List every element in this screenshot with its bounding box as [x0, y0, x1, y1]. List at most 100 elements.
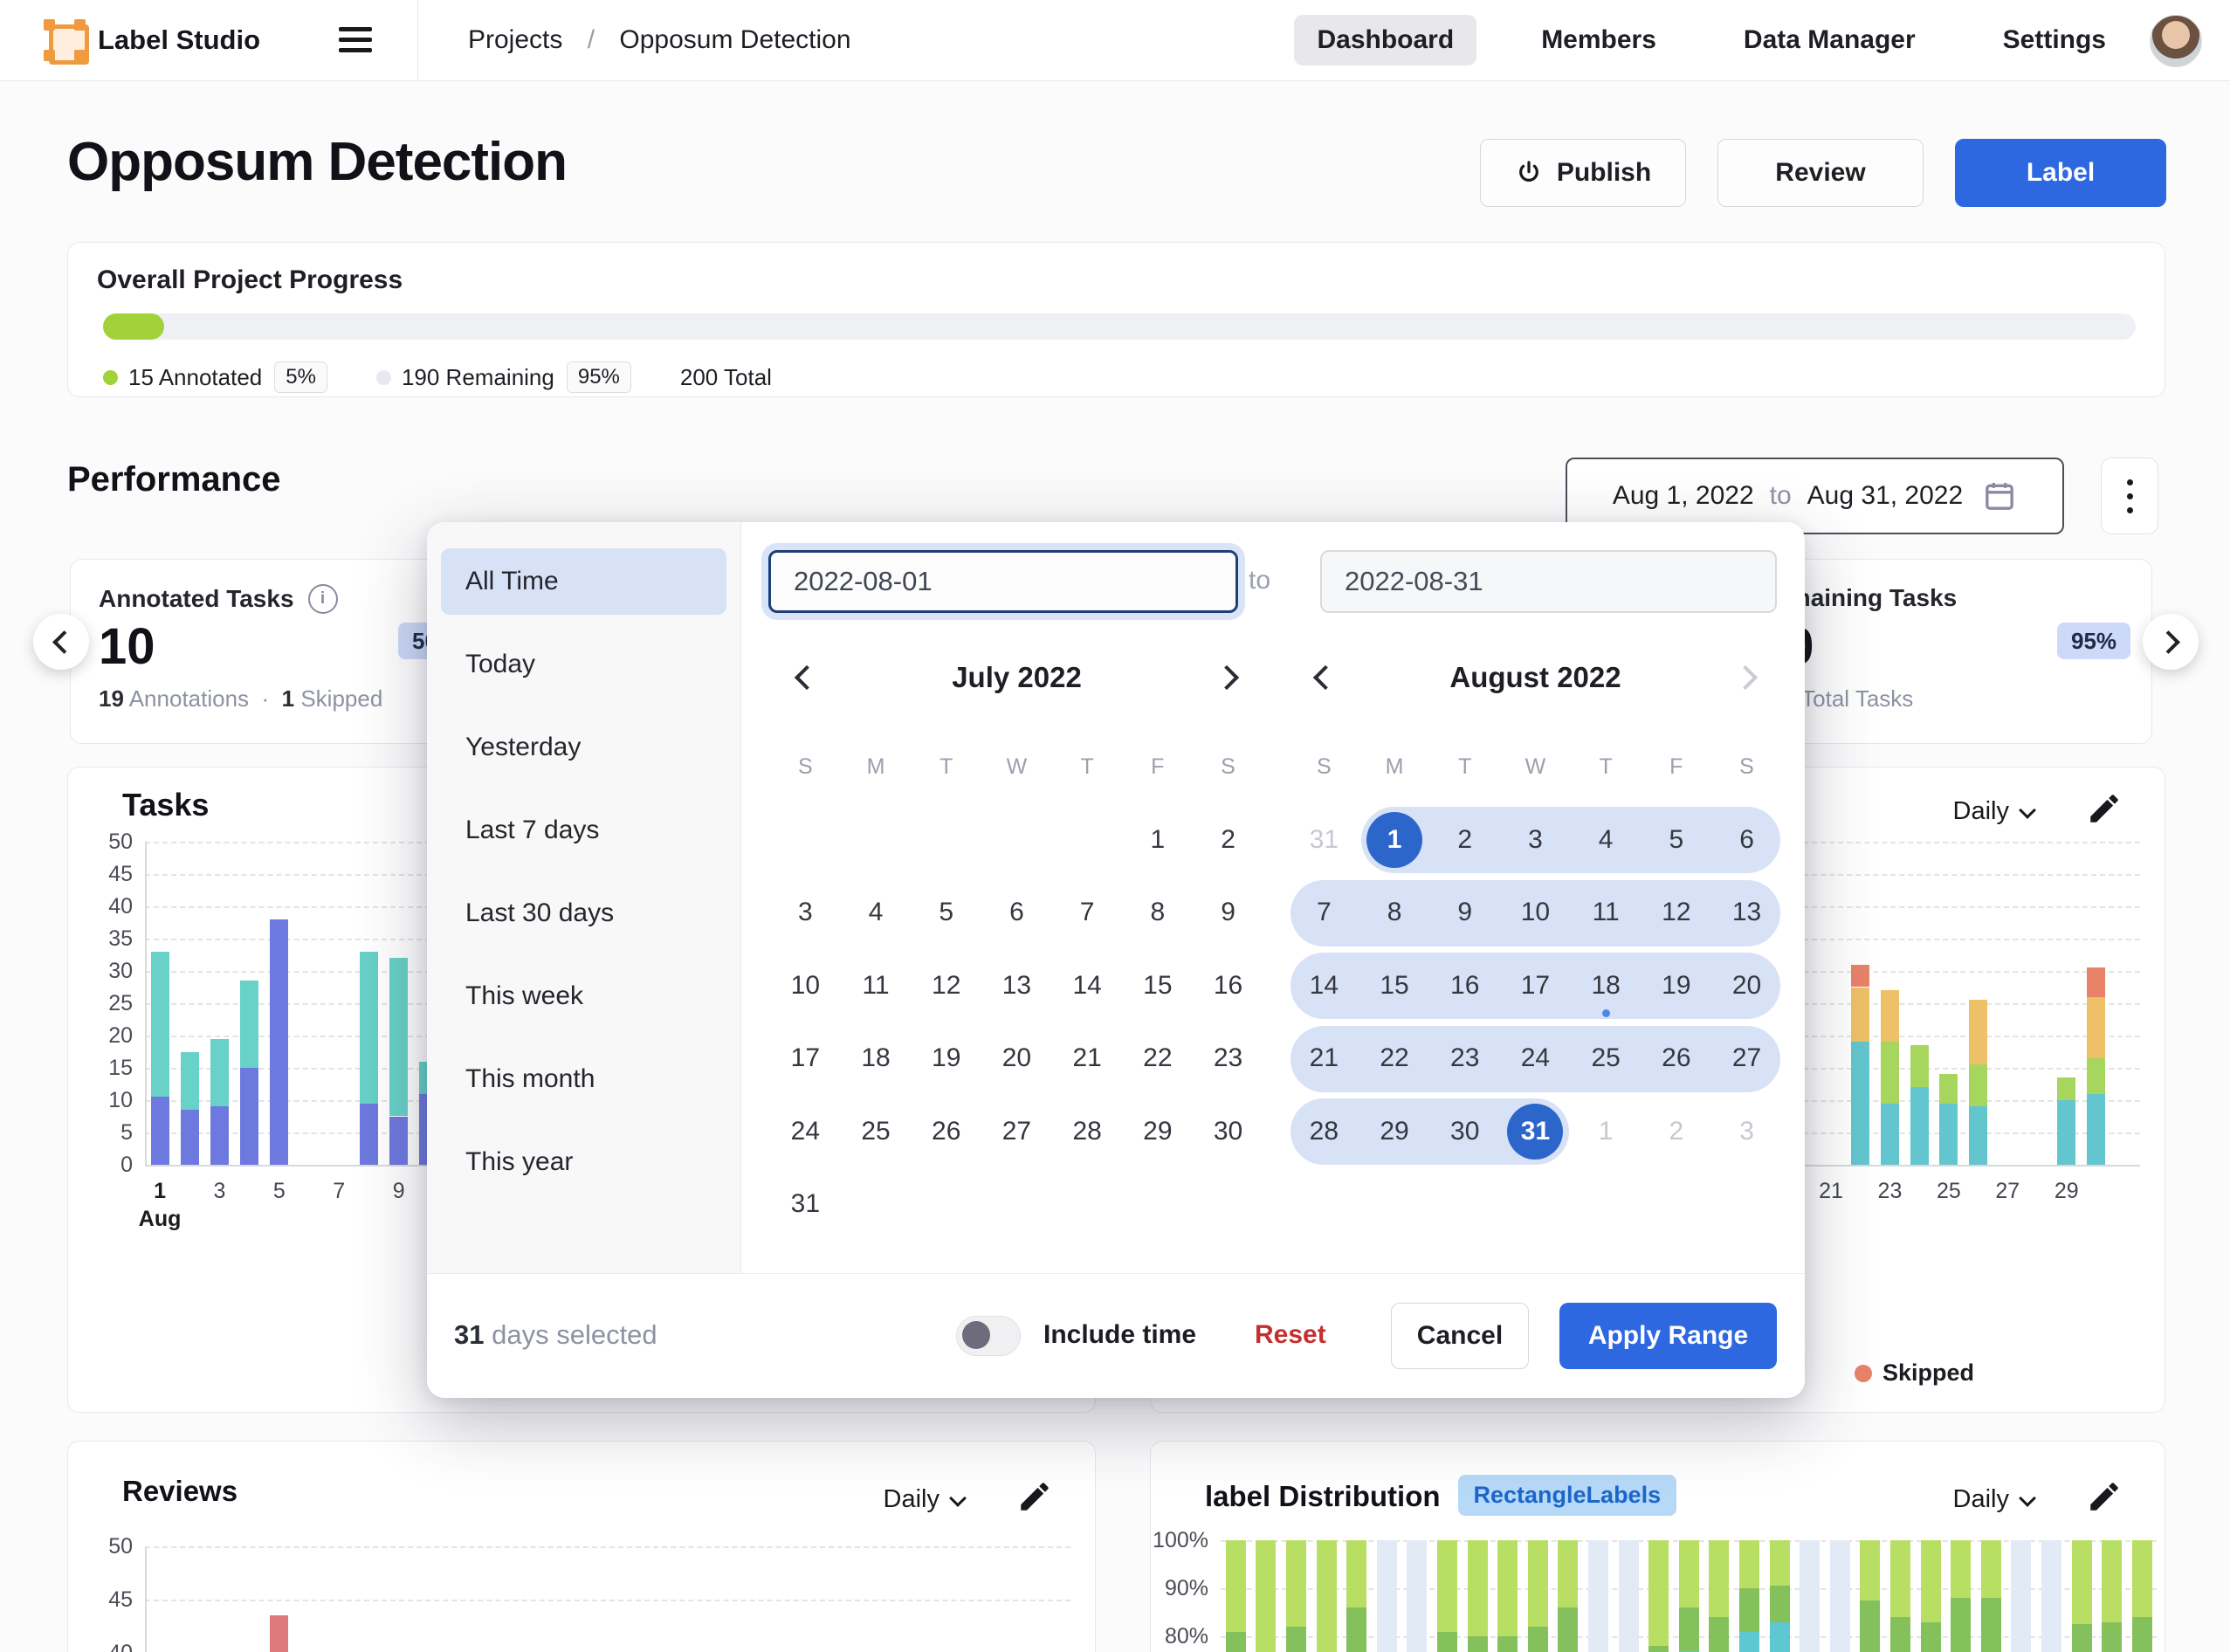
- next-month-button[interactable]: [1218, 669, 1241, 686]
- calendar-day[interactable]: 19: [911, 1022, 981, 1096]
- reset-button[interactable]: Reset: [1255, 1320, 1326, 1350]
- calendar-day[interactable]: 16: [1429, 949, 1500, 1022]
- calendar-day[interactable]: 11: [841, 949, 912, 1022]
- preset-last-7-days[interactable]: Last 7 days: [441, 797, 726, 864]
- nav-item-members[interactable]: Members: [1518, 15, 1679, 65]
- calendar-day[interactable]: 1: [1123, 803, 1194, 877]
- calendar-day[interactable]: 12: [911, 949, 981, 1022]
- calendar-day[interactable]: 28: [1289, 1095, 1359, 1168]
- calendar-day[interactable]: 26: [1642, 1022, 1712, 1096]
- calendar-day[interactable]: 6: [981, 877, 1052, 950]
- calendar-day[interactable]: 1: [1359, 803, 1430, 877]
- calendar-day[interactable]: 28: [1052, 1095, 1123, 1168]
- calendar-day[interactable]: 27: [1711, 1022, 1782, 1096]
- calendar-day[interactable]: 9: [1429, 877, 1500, 950]
- cancel-button[interactable]: Cancel: [1391, 1303, 1529, 1369]
- calendar-day[interactable]: 21: [1289, 1022, 1359, 1096]
- calendar-day[interactable]: 24: [1500, 1022, 1571, 1096]
- calendar-day[interactable]: 7: [1052, 877, 1123, 950]
- calendar-day[interactable]: 6: [1711, 803, 1782, 877]
- performance-more-button[interactable]: [2101, 458, 2158, 534]
- bar-segment: [1256, 1540, 1276, 1652]
- calendar-day[interactable]: 18: [1571, 949, 1642, 1022]
- preset-this-week[interactable]: This week: [441, 963, 726, 1029]
- carousel-right-button[interactable]: [2143, 614, 2199, 670]
- calendar-day[interactable]: 8: [1359, 877, 1430, 950]
- calendar-day[interactable]: 8: [1123, 877, 1194, 950]
- calendar-day[interactable]: 20: [981, 1022, 1052, 1096]
- nav-item-settings[interactable]: Settings: [1980, 15, 2129, 65]
- preset-last-30-days[interactable]: Last 30 days: [441, 880, 726, 946]
- calendar-day[interactable]: 4: [1571, 803, 1642, 877]
- calendar-day[interactable]: 27: [981, 1095, 1052, 1168]
- calendar-day[interactable]: 29: [1123, 1095, 1194, 1168]
- apply-range-button[interactable]: Apply Range: [1559, 1303, 1777, 1369]
- preset-all-time[interactable]: All Time: [441, 548, 726, 615]
- next-month-button[interactable]: [1737, 669, 1759, 686]
- carousel-left-button[interactable]: [33, 614, 89, 670]
- calendar-day[interactable]: 30: [1193, 1095, 1263, 1168]
- calendar-day[interactable]: 21: [1052, 1022, 1123, 1096]
- calendar-day[interactable]: 5: [911, 877, 981, 950]
- preset-this-year[interactable]: This year: [441, 1129, 726, 1195]
- calendar-day[interactable]: 17: [1500, 949, 1571, 1022]
- preset-this-month[interactable]: This month: [441, 1046, 726, 1112]
- breadcrumb-projects[interactable]: Projects: [468, 25, 562, 54]
- review-button[interactable]: Review: [1717, 139, 1924, 207]
- calendar-day[interactable]: 15: [1359, 949, 1430, 1022]
- info-icon[interactable]: i: [308, 584, 338, 614]
- user-avatar[interactable]: [2150, 15, 2202, 67]
- calendar-day[interactable]: 26: [911, 1095, 981, 1168]
- preset-today[interactable]: Today: [441, 631, 726, 698]
- calendar-day[interactable]: 19: [1642, 949, 1712, 1022]
- include-time-toggle[interactable]: [956, 1316, 1021, 1356]
- publish-button[interactable]: Publish: [1480, 139, 1686, 207]
- calendar-day[interactable]: 7: [1289, 877, 1359, 950]
- calendar-day[interactable]: 30: [1429, 1095, 1500, 1168]
- calendar-day[interactable]: 11: [1571, 877, 1642, 950]
- calendar-day[interactable]: 29: [1359, 1095, 1430, 1168]
- calendar-day[interactable]: 5: [1642, 803, 1712, 877]
- prev-month-button[interactable]: [1311, 669, 1334, 686]
- calendar-day[interactable]: 25: [841, 1095, 912, 1168]
- calendar-day[interactable]: 22: [1359, 1022, 1430, 1096]
- calendar-day[interactable]: 20: [1711, 949, 1782, 1022]
- calendar-day[interactable]: 2: [1429, 803, 1500, 877]
- calendar-day[interactable]: 23: [1193, 1022, 1263, 1096]
- calendar-day[interactable]: 3: [1711, 1095, 1782, 1168]
- prev-month-button[interactable]: [793, 669, 816, 686]
- calendar-day[interactable]: 10: [1500, 877, 1571, 950]
- calendar-day[interactable]: 2: [1642, 1095, 1712, 1168]
- calendar-day[interactable]: 14: [1289, 949, 1359, 1022]
- end-date-input[interactable]: 2022-08-31: [1320, 550, 1777, 613]
- calendar-day[interactable]: 16: [1193, 949, 1263, 1022]
- hamburger-menu-icon[interactable]: [339, 27, 372, 59]
- calendar-day[interactable]: 2: [1193, 803, 1263, 877]
- calendar-day[interactable]: 22: [1123, 1022, 1194, 1096]
- calendar-day[interactable]: 13: [981, 949, 1052, 1022]
- calendar-day[interactable]: 4: [841, 877, 912, 950]
- calendar-day[interactable]: 31: [1500, 1095, 1571, 1168]
- nav-item-dashboard[interactable]: Dashboard: [1294, 15, 1476, 65]
- calendar-day[interactable]: 14: [1052, 949, 1123, 1022]
- calendar-day[interactable]: 3: [770, 877, 841, 950]
- calendar-day[interactable]: 23: [1429, 1022, 1500, 1096]
- calendar-day[interactable]: 15: [1123, 949, 1194, 1022]
- calendar-day[interactable]: 24: [770, 1095, 841, 1168]
- label-button[interactable]: Label: [1955, 139, 2166, 207]
- calendar-day[interactable]: 10: [770, 949, 841, 1022]
- calendar-day[interactable]: 25: [1571, 1022, 1642, 1096]
- calendar-day[interactable]: 9: [1193, 877, 1263, 950]
- calendar-day[interactable]: 13: [1711, 877, 1782, 950]
- label-studio-logo-icon[interactable]: [44, 19, 86, 61]
- calendar-day[interactable]: 31: [1289, 803, 1359, 877]
- start-date-input[interactable]: 2022-08-01: [768, 550, 1238, 613]
- calendar-day[interactable]: 3: [1500, 803, 1571, 877]
- calendar-day[interactable]: 31: [770, 1168, 841, 1242]
- calendar-day[interactable]: 18: [841, 1022, 912, 1096]
- calendar-day[interactable]: 12: [1642, 877, 1712, 950]
- nav-item-data-manager[interactable]: Data Manager: [1721, 15, 1938, 65]
- preset-yesterday[interactable]: Yesterday: [441, 714, 726, 781]
- calendar-day[interactable]: 1: [1571, 1095, 1642, 1168]
- calendar-day[interactable]: 17: [770, 1022, 841, 1096]
